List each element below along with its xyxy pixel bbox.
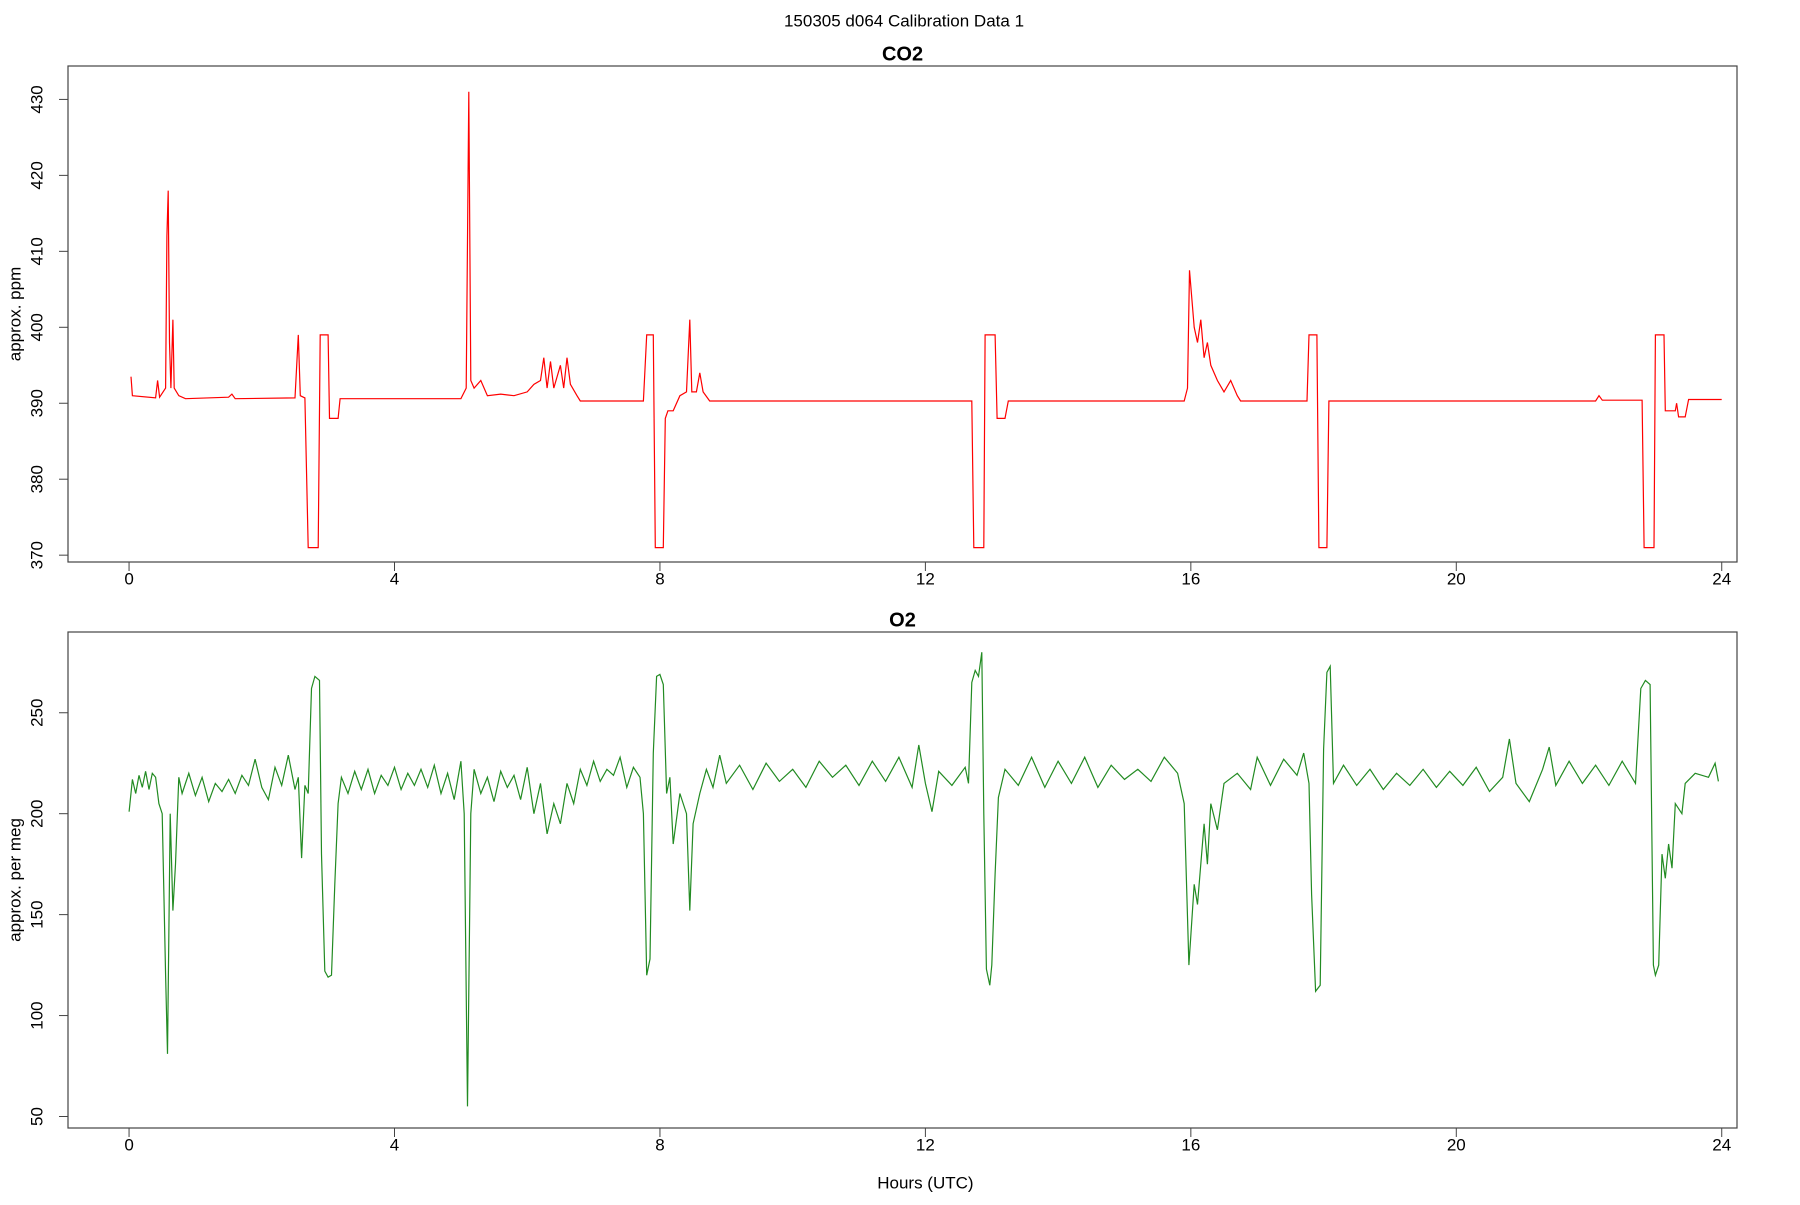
y-tick-label: 390 xyxy=(27,389,46,417)
y-tick-label: 380 xyxy=(27,465,46,493)
data-line xyxy=(130,91,1722,549)
x-tick-label: 8 xyxy=(655,1135,664,1154)
x-axis-label: Hours (UTC) xyxy=(877,1173,973,1192)
y-tick-label: 200 xyxy=(27,799,46,827)
x-tick-label: 20 xyxy=(1447,1135,1466,1154)
x-tick-label: 0 xyxy=(124,569,133,588)
y-axis-label: approx. ppm xyxy=(5,267,24,362)
y-axis-label: approx. per meg xyxy=(5,818,24,942)
y-tick-label: 410 xyxy=(27,237,46,265)
x-tick-label: 0 xyxy=(124,1135,133,1154)
x-tick-label: 4 xyxy=(390,569,399,588)
chart-title: CO2 xyxy=(882,43,923,65)
x-tick-label: 16 xyxy=(1181,569,1200,588)
y-tick-label: 150 xyxy=(27,900,46,928)
x-tick-label: 24 xyxy=(1712,569,1731,588)
x-tick-label: 20 xyxy=(1447,569,1466,588)
plot-frame xyxy=(67,631,1738,1129)
x-tick-label: 16 xyxy=(1181,1135,1200,1154)
y-tick-label: 370 xyxy=(27,541,46,569)
y-tick-label: 430 xyxy=(27,85,46,113)
chart-title: O2 xyxy=(889,609,916,631)
x-tick-label: 24 xyxy=(1712,1135,1731,1154)
y-tick-label: 100 xyxy=(27,1001,46,1029)
x-tick-label: 8 xyxy=(655,569,664,588)
y-tick-label: 400 xyxy=(27,313,46,341)
figure-title: 150305 d064 Calibration Data 1 xyxy=(784,11,1024,30)
x-tick-label: 4 xyxy=(390,1135,399,1154)
x-tick-label: 12 xyxy=(916,569,935,588)
y-tick-label: 420 xyxy=(27,161,46,189)
x-tick-label: 12 xyxy=(916,1135,935,1154)
data-line xyxy=(128,652,1719,1107)
plot-frame xyxy=(67,65,1738,563)
y-tick-label: 50 xyxy=(27,1107,46,1126)
y-tick-label: 250 xyxy=(27,699,46,727)
